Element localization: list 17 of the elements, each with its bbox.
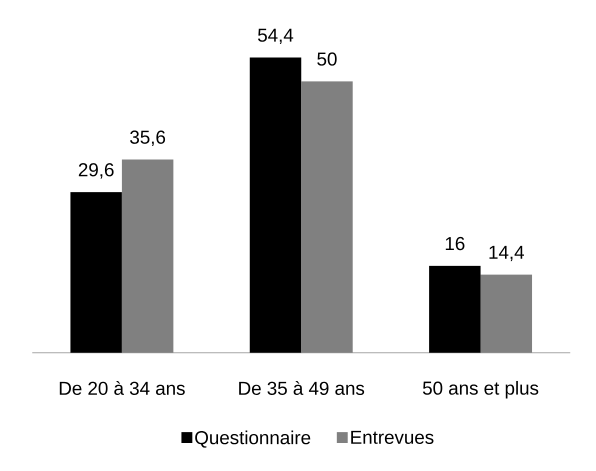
data-label: 50 xyxy=(317,52,337,66)
data-label: 29,6 xyxy=(78,163,114,179)
bar xyxy=(70,192,122,353)
bar xyxy=(122,160,174,353)
bar xyxy=(301,82,353,353)
data-label: 54,4 xyxy=(258,28,294,44)
bar xyxy=(429,266,481,353)
legend-label: Entrevues xyxy=(351,431,434,444)
data-label: 14,4 xyxy=(489,246,524,262)
bar xyxy=(480,274,532,353)
bar xyxy=(250,58,302,353)
data-label: 16 xyxy=(446,237,464,250)
x-tick-label: De 20 à 34 ans xyxy=(60,381,185,396)
data-label: 35,6 xyxy=(130,130,166,146)
x-tick-label: 50 ans et plus xyxy=(422,381,538,399)
x-tick-label: De 35 à 49 ans xyxy=(239,381,364,396)
legend-label: Questionnaire xyxy=(195,430,310,448)
